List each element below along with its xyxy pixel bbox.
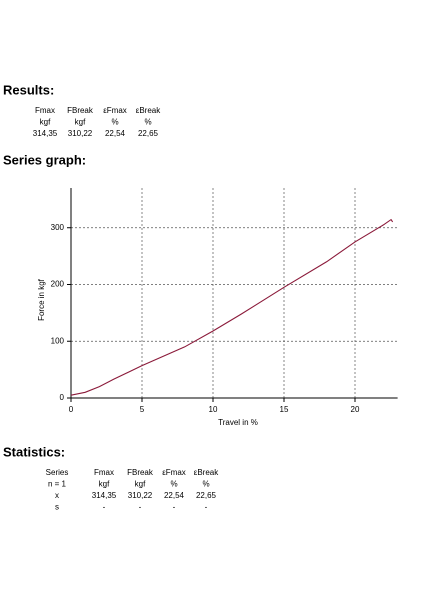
statistics-cell: x (55, 491, 59, 500)
statistics-cell: - (103, 503, 106, 512)
statistics-cell: 22,54 (164, 491, 185, 500)
results-cell: % (111, 118, 118, 127)
statistics-cell: - (173, 503, 176, 512)
statistics-cell: - (139, 503, 142, 512)
results-cell: kgf (40, 118, 51, 127)
results-cell: 22,65 (138, 129, 159, 138)
series-line (70, 218, 394, 396)
statistics-cell: kgf (99, 480, 110, 489)
statistics-cell: n = 1 (48, 480, 67, 489)
statistics-cell: 310,22 (128, 491, 153, 500)
x-tick-label: 0 (69, 405, 74, 414)
results-cell: 22,54 (105, 129, 126, 138)
results-cell: εFmax (103, 106, 127, 115)
results-cell: 314,35 (33, 129, 58, 138)
statistics-header: Fmax (94, 468, 114, 477)
statistics-cell: kgf (135, 480, 146, 489)
x-tick-label: 5 (140, 405, 145, 414)
results-cell: FBreak (67, 106, 94, 115)
results-cell: Fmax (35, 106, 55, 115)
y-tick-label: 100 (51, 336, 65, 345)
x-tick-label: 20 (351, 405, 360, 414)
x-axis-label: Travel in % (218, 418, 258, 427)
statistics-cell: 22,65 (196, 491, 217, 500)
y-axis-label: Force in kgf (37, 278, 46, 321)
results-cell: 310,22 (68, 129, 93, 138)
statistics-header: εFmax (162, 468, 186, 477)
results-cell: kgf (75, 118, 86, 127)
statistics-header: εBreak (194, 468, 219, 477)
statistics-cell: % (202, 480, 209, 489)
x-tick-label: 15 (280, 405, 289, 414)
y-tick-label: 0 (60, 393, 65, 402)
graph-title: Series graph: (3, 152, 86, 167)
statistics-cell: - (205, 503, 208, 512)
statistics-cell: s (55, 503, 59, 512)
statistics-cell: 314,35 (92, 491, 117, 500)
results-title: Results: (3, 82, 54, 97)
results-cell: % (144, 118, 151, 127)
results-cell: εBreak (136, 106, 161, 115)
statistics-title: Statistics: (3, 444, 65, 459)
y-tick-label: 200 (51, 280, 65, 289)
statistics-header: Series (46, 468, 69, 477)
statistics-header: FBreak (127, 468, 154, 477)
y-tick-label: 300 (51, 223, 65, 232)
statistics-cell: % (170, 480, 177, 489)
x-tick-label: 10 (209, 405, 218, 414)
